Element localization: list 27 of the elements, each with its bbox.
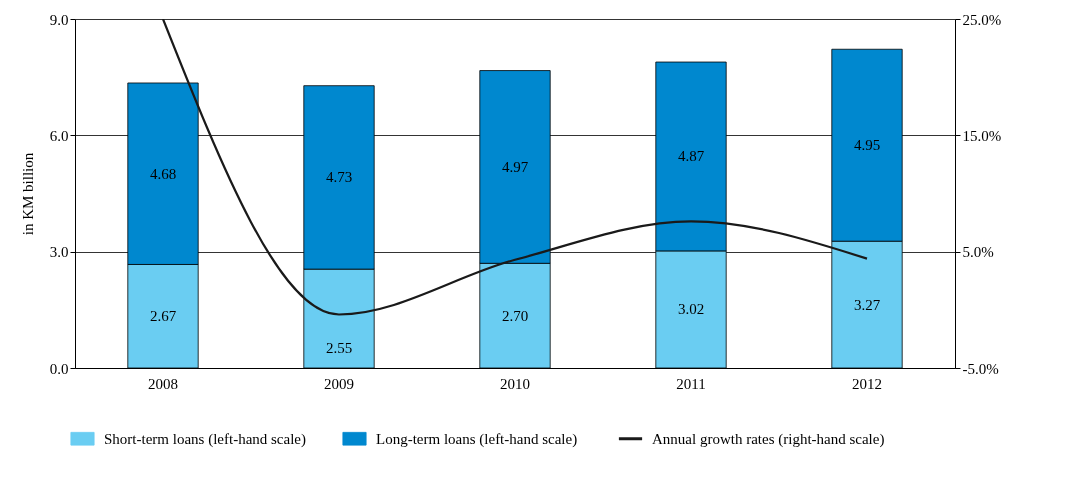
data-label: 4.95 (853, 137, 881, 154)
data-label: 3.27 (853, 296, 881, 313)
y-axis-title: in KM billion (19, 152, 36, 236)
data-label: 2.70 (501, 307, 529, 324)
legend-label: Long-term loans (left-hand scale) (376, 430, 578, 448)
y-tick-label: 3.0 (49, 244, 69, 261)
y2-tick-label: 5.0% (962, 244, 994, 261)
y-tick-label: 6.0 (49, 127, 69, 144)
legend-label: Short-term loans (left-hand scale) (104, 430, 307, 448)
x-tick-label: 2011 (676, 375, 706, 392)
data-label: 2.67 (149, 308, 177, 325)
data-label: 2.55 (325, 340, 353, 357)
data-label: 3.02 (677, 301, 705, 318)
x-tick-label: 2012 (852, 375, 882, 392)
data-label: 4.68 (149, 165, 177, 182)
legend-label: Annual growth rates (right-hand scale) (652, 430, 885, 448)
y-tick-label: 0.0 (49, 360, 69, 377)
x-tick-label: 2010 (500, 375, 530, 392)
x-tick-label: 2009 (324, 375, 354, 392)
y2-tick-label: 25.0% (962, 11, 1002, 28)
x-tick-label: 2008 (148, 375, 178, 392)
y2-tick-label: 15.0% (962, 127, 1002, 144)
data-label: 4.87 (677, 148, 705, 165)
data-label: 4.97 (501, 158, 529, 175)
y2-tick-label: -5.0% (962, 360, 999, 377)
y-tick-label: 9.0 (49, 11, 69, 28)
data-label: 4.73 (325, 169, 353, 186)
